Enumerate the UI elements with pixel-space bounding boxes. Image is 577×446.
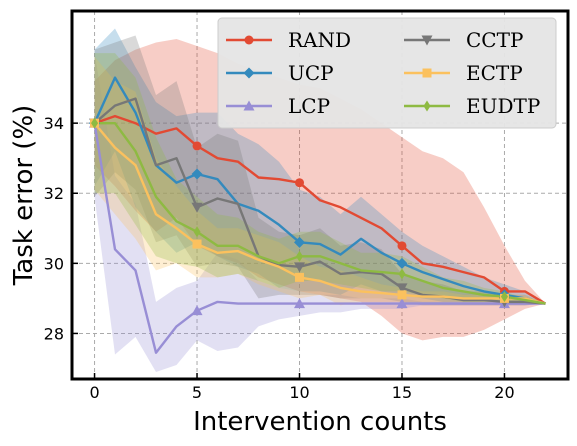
legend-marker-ectp — [422, 68, 432, 78]
legend-marker-rand — [244, 35, 254, 45]
point-eudtp — [296, 250, 304, 262]
x-tick-label: 15 — [392, 383, 412, 402]
x-tick-label: 10 — [289, 383, 309, 402]
point-eudtp — [500, 291, 508, 303]
y-axis-title: Task error (%) — [9, 105, 39, 287]
point-lcp — [294, 298, 306, 309]
series-lines — [93, 76, 547, 354]
line-rand — [94, 114, 547, 305]
point-rand — [397, 241, 407, 251]
plot-frame — [70, 9, 570, 381]
band-ectp — [94, 56, 546, 306]
point-ectp — [397, 290, 407, 300]
axis-ticks: 0 5 10 15 20 28 30 32 34 — [44, 114, 515, 402]
point-eudtp — [398, 268, 406, 280]
point-cctp — [294, 262, 306, 273]
line-ucp — [93, 76, 546, 305]
point-rand — [192, 141, 202, 151]
legend-label-eudtp: EUDTP — [466, 94, 540, 118]
point-cctp — [191, 202, 203, 213]
y-tick-label: 34 — [44, 114, 64, 133]
line-cctp — [93, 97, 546, 305]
y-tick-label: 32 — [44, 184, 64, 203]
legend-label-cctp: CCTP — [466, 28, 523, 52]
legend-label-ectp: ECTP — [466, 61, 523, 85]
legend-label-lcp: LCP — [288, 94, 330, 118]
legend-box — [217, 17, 557, 129]
point-eudtp — [91, 117, 99, 129]
band-eudtp — [94, 53, 546, 304]
x-tick-label: 0 — [89, 383, 99, 402]
band-ucp — [94, 28, 546, 304]
band-lcp — [94, 53, 546, 372]
point-cctp — [396, 283, 408, 294]
legend-marker-ucp — [243, 67, 255, 79]
legend: RAND UCP LCP CCTP ECTP EUDTP — [217, 17, 557, 129]
series-markers — [89, 117, 510, 316]
line-lcp — [93, 123, 546, 354]
legend-marker-cctp — [421, 35, 433, 46]
x-tick-label: 20 — [494, 383, 514, 402]
legend-label-rand: RAND — [288, 28, 351, 52]
y-tick-label: 30 — [44, 254, 64, 273]
point-rand — [295, 178, 305, 188]
x-axis-title: Intervention counts — [193, 407, 447, 437]
line-eudtp — [94, 121, 546, 305]
point-ucp — [396, 257, 408, 269]
point-eudtp — [193, 226, 201, 238]
point-ucp — [294, 236, 306, 248]
x-tick-label: 5 — [192, 383, 202, 402]
legend-marker-lcp — [243, 100, 255, 111]
legend-marker-eudtp — [423, 100, 431, 112]
y-tick-label: 28 — [44, 324, 64, 343]
point-lcp — [191, 305, 203, 316]
point-ectp — [295, 272, 305, 282]
point-ectp — [192, 239, 202, 249]
point-ucp — [191, 168, 203, 180]
legend-label-ucp: UCP — [288, 61, 334, 85]
line-ectp — [93, 122, 546, 305]
point-lcp — [396, 298, 408, 309]
